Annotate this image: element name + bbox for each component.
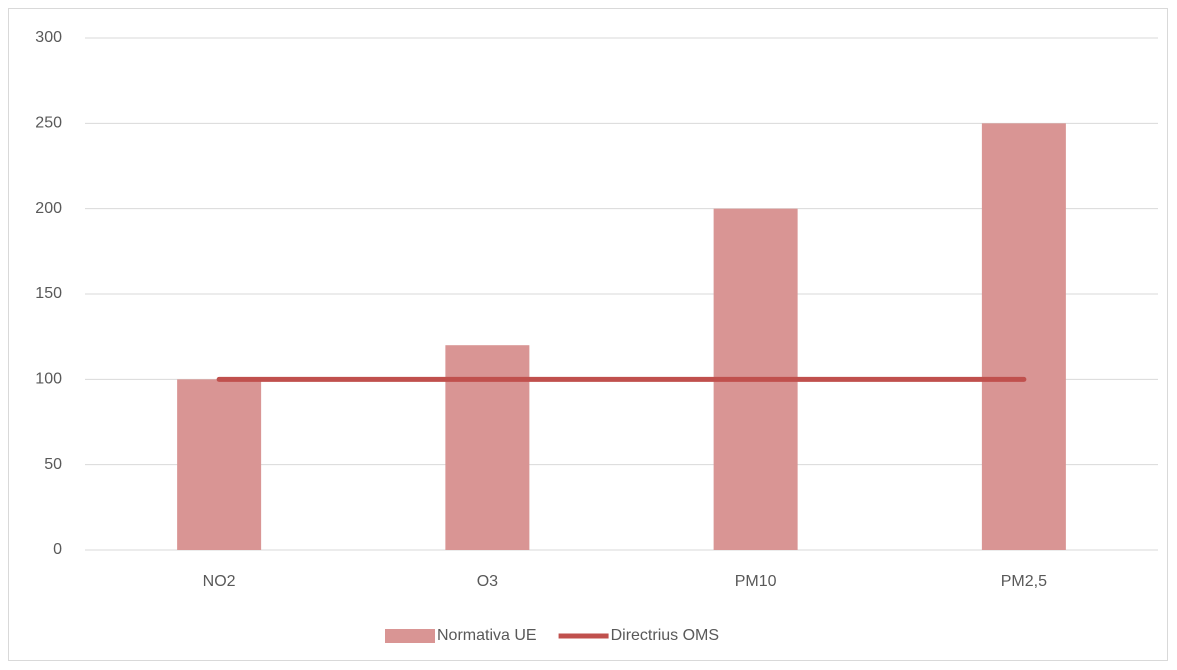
bar <box>445 345 530 550</box>
x-tick-label: O3 <box>477 573 498 590</box>
legend-label: Normativa UE <box>437 627 537 644</box>
x-tick-label: NO2 <box>203 573 236 590</box>
y-tick-label: 200 <box>35 200 62 217</box>
y-tick-label: 0 <box>53 541 62 558</box>
legend-label: Directrius OMS <box>611 627 719 644</box>
bar <box>981 123 1066 550</box>
x-tick-label: PM10 <box>735 573 777 590</box>
y-tick-label: 50 <box>44 456 62 473</box>
y-tick-label: 300 <box>35 29 62 46</box>
y-tick-label: 100 <box>35 371 62 388</box>
y-tick-label: 150 <box>35 285 62 302</box>
chart-border <box>8 8 1168 661</box>
bar <box>177 379 262 550</box>
y-tick-label: 250 <box>35 115 62 132</box>
x-tick-label: PM2,5 <box>1001 573 1047 590</box>
legend-swatch <box>385 629 435 643</box>
